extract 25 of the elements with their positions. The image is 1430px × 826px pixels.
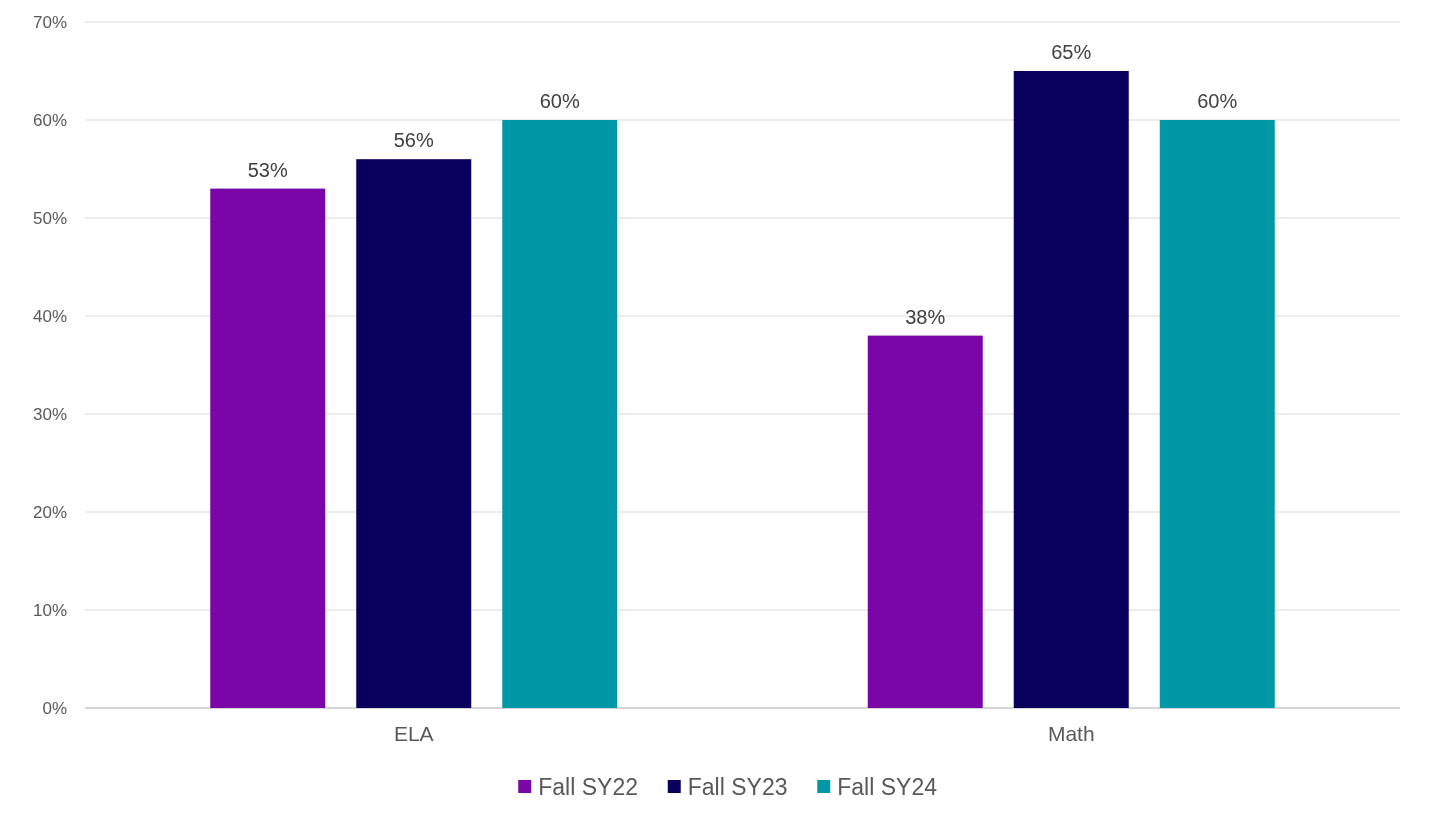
y-tick-label: 20% xyxy=(32,503,67,522)
data-label: 60% xyxy=(1197,90,1238,112)
bar xyxy=(867,335,983,708)
bar xyxy=(502,120,618,708)
bar xyxy=(356,159,472,708)
y-tick-label: 10% xyxy=(32,601,67,620)
y-tick-label: 70% xyxy=(32,13,67,32)
data-label: 65% xyxy=(1051,41,1092,63)
data-label: 60% xyxy=(539,90,580,112)
x-tick-label: ELA xyxy=(393,722,434,745)
bar xyxy=(210,188,326,708)
legend-label: Fall SY23 xyxy=(687,774,788,800)
data-label: 56% xyxy=(393,129,434,152)
bar xyxy=(1159,120,1275,708)
data-label: 38% xyxy=(905,305,946,328)
data-label: 53% xyxy=(247,158,288,181)
legend-label: Fall SY24 xyxy=(837,774,938,800)
bar xyxy=(1013,71,1129,708)
y-tick-label: 50% xyxy=(32,209,67,228)
y-tick-label: 60% xyxy=(32,111,67,130)
y-tick-label: 40% xyxy=(32,307,67,326)
x-tick-label: Math xyxy=(1047,722,1095,745)
y-tick-label: 0% xyxy=(42,699,67,718)
legend-label: Fall SY22 xyxy=(538,774,638,800)
y-tick-label: 30% xyxy=(32,405,67,424)
